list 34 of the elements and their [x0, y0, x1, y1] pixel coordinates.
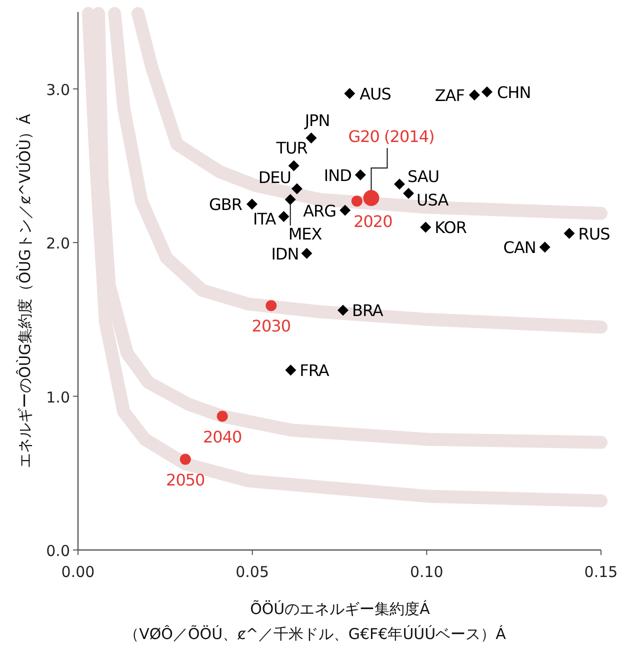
annotation: BRA — [352, 301, 384, 320]
annotation: GBR — [208, 195, 242, 214]
annotation: 2050 — [166, 470, 206, 490]
annotation: 2040 — [202, 427, 242, 446]
annotation: SAU — [407, 167, 440, 186]
y-axis-title: エネルギーのÔÙG集約度（ÔÙGトン／ȼ^VÚÒÙ）Á — [16, 113, 34, 468]
x-tick-label: 0.15 — [584, 563, 618, 581]
annotation: 2020 — [354, 212, 393, 232]
annotation: RUS — [578, 224, 610, 244]
annotation: CHN — [496, 82, 531, 102]
annotation: JPN — [304, 111, 330, 130]
annotation: DEU — [258, 168, 291, 187]
annotation: AUS — [360, 84, 392, 104]
x-tick-label: 0.10 — [410, 563, 444, 581]
annotation: ZAF — [434, 86, 465, 106]
y-tick-label: 1.0 — [46, 388, 70, 406]
annotation: CAN — [503, 238, 536, 258]
annotation: IDN — [271, 244, 299, 264]
annotation: USA — [416, 190, 449, 210]
x-axis-title: ÕÖÚのエネルギー集約度Á （VØÔ／ÕÖÚ、ȼ^／千米ドル、G€F€年ÚÚÚベース）Á — [124, 600, 507, 643]
y-tick-label: 3.0 — [46, 80, 70, 99]
annotation: ARG — [303, 201, 336, 220]
x-tick-label: 0.00 — [61, 563, 95, 581]
annotation: IND — [324, 166, 352, 185]
annotation: FRA — [300, 361, 330, 380]
annotation: ITA — [253, 209, 276, 228]
y-tick-label: 2.0 — [46, 234, 70, 253]
x-tick-label: 0.05 — [236, 563, 270, 581]
annotation: MEX — [288, 224, 322, 244]
annotation: G20 (2014) — [348, 126, 434, 146]
annotation: 2030 — [252, 316, 291, 336]
y-tick-label: 0.0 — [46, 542, 70, 560]
annotation: TUR — [275, 138, 308, 158]
annotation: KOR — [434, 218, 467, 238]
